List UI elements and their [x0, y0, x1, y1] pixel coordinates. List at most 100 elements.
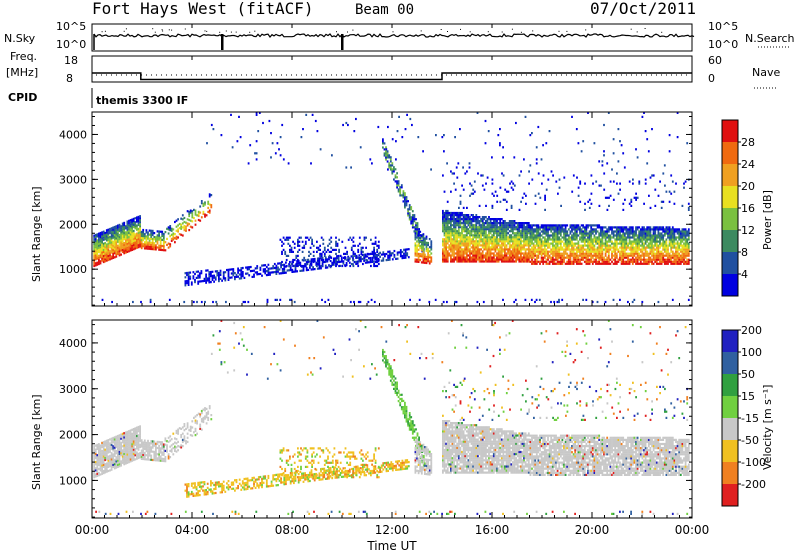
power-cell	[620, 258, 623, 261]
power-cell	[397, 188, 400, 191]
power-cell	[585, 234, 588, 237]
power-cell	[442, 216, 444, 219]
power-cell	[454, 246, 457, 249]
power-cell	[633, 232, 636, 235]
power-cell	[526, 240, 529, 243]
power-cell	[396, 186, 398, 189]
power-cell	[582, 250, 585, 253]
velocity-cell	[94, 456, 97, 460]
power-cell	[527, 258, 530, 261]
power-cell	[510, 204, 513, 207]
power-cell	[505, 228, 508, 231]
power-cell	[143, 241, 146, 244]
power-cell	[105, 257, 108, 260]
power-cell	[465, 230, 468, 233]
noise-search-point	[235, 31, 237, 33]
power-cell	[134, 247, 137, 250]
power-cell	[497, 230, 500, 233]
power-cell	[681, 236, 684, 239]
power-cell	[627, 258, 629, 261]
power-cell	[413, 230, 416, 233]
power-cell	[443, 214, 446, 217]
power-cell	[687, 206, 690, 209]
power-cell	[489, 236, 492, 239]
power-cell	[132, 246, 135, 249]
power-cell	[591, 230, 594, 233]
power-cell	[159, 230, 162, 233]
power-cell	[461, 250, 463, 253]
power-cell	[559, 260, 562, 263]
power-cell	[523, 254, 525, 257]
power-cell	[590, 258, 593, 261]
power-cell	[417, 236, 420, 239]
power-cell	[548, 244, 551, 247]
power-cell	[687, 260, 690, 263]
power-cell	[559, 230, 562, 233]
power-cell	[422, 235, 425, 238]
power-cell	[678, 238, 681, 241]
power-cell	[234, 278, 236, 281]
power-cell	[500, 246, 503, 249]
power-cell	[96, 263, 99, 266]
power-cell	[588, 240, 591, 243]
power-cell	[198, 276, 201, 279]
power-cell	[456, 216, 459, 219]
power-cell	[582, 246, 585, 249]
power-cell	[161, 232, 164, 235]
power-cell	[346, 258, 348, 262]
power-cell	[660, 234, 663, 237]
power-cell	[473, 218, 476, 221]
power-cell	[142, 239, 145, 242]
noise-search-point	[566, 30, 568, 32]
power-cell	[184, 280, 187, 283]
power-cell	[504, 250, 506, 253]
power-cell	[302, 128, 304, 131]
power-cell	[687, 242, 690, 245]
power-cell	[500, 232, 503, 235]
power-cell	[457, 250, 460, 253]
power-cell	[481, 218, 484, 221]
power-cell	[582, 230, 585, 233]
power-cell	[481, 232, 484, 235]
power-cell	[124, 251, 127, 254]
power-cell	[115, 227, 118, 230]
power-cell	[601, 160, 604, 163]
power-cell	[577, 240, 580, 243]
power-cell	[481, 220, 484, 223]
power-cell	[441, 136, 444, 139]
power-cell	[416, 260, 418, 263]
power-cell	[475, 242, 478, 245]
power-cell	[443, 134, 445, 137]
power-cell	[497, 258, 500, 261]
power-cell	[675, 230, 677, 233]
power-cell	[451, 240, 454, 243]
power-cell	[504, 188, 507, 191]
power-cell	[606, 240, 609, 243]
power-cell	[139, 245, 141, 248]
power-cell	[424, 261, 426, 264]
power-cell	[137, 240, 140, 243]
power-cell	[131, 242, 134, 245]
power-cell	[580, 258, 583, 261]
power-cell	[520, 244, 522, 247]
power-cell	[651, 238, 653, 241]
power-cell	[543, 236, 546, 239]
power-cell	[321, 298, 323, 301]
power-cell	[394, 174, 397, 177]
power-cell	[663, 248, 666, 251]
power-cell	[657, 232, 660, 235]
power-cell	[663, 242, 666, 245]
power-cell	[676, 136, 679, 139]
power-cell	[107, 240, 110, 243]
power-cell	[512, 244, 514, 247]
power-cell	[535, 298, 538, 301]
power-cell	[518, 240, 521, 243]
power-cell	[489, 218, 492, 221]
power-cell	[641, 240, 644, 243]
power-cell	[462, 240, 465, 243]
power-cell	[555, 226, 557, 229]
power-cell	[508, 260, 511, 263]
power-cell	[631, 234, 634, 237]
power-cell	[513, 234, 516, 237]
power-cell	[540, 158, 543, 161]
